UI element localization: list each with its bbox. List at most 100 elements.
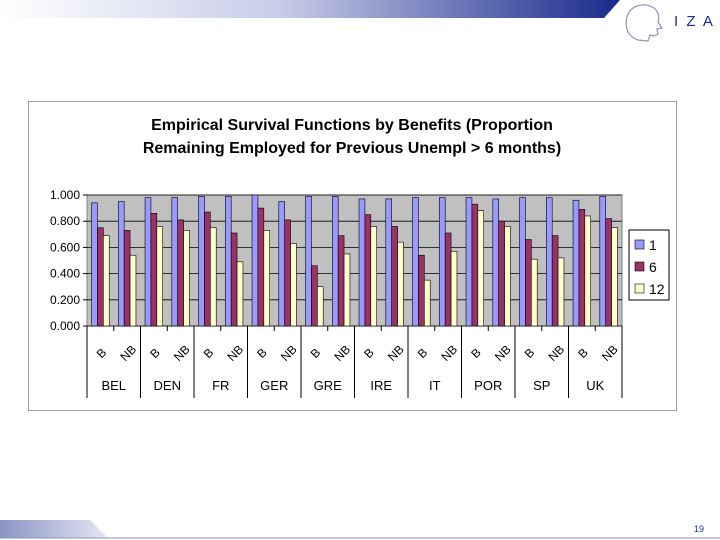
survival-bar-chart: Empirical Survival Functions by Benefits… (50, 117, 670, 398)
bar-bel-b-series-12 (103, 235, 110, 327)
bar-sp-b-series-1 (519, 197, 526, 327)
bar-por-b-series-1 (465, 197, 473, 327)
subcategory-label-ger-nb: NB (278, 342, 300, 364)
page-number: 19 (693, 524, 704, 534)
bar-den-b-series-6 (150, 213, 158, 327)
subcategory-label-gre-b: B (308, 345, 324, 361)
bar-sp-nb-series-12 (557, 257, 565, 327)
bar-it-b-series-6 (418, 254, 425, 327)
legend-swatch-1 (634, 239, 645, 250)
bar-bel-nb-series-6 (123, 230, 131, 327)
bar-den-nb-series-6 (177, 219, 184, 327)
bar-por-b-series-6 (471, 203, 479, 327)
subcategory-label-it-nb: NB (438, 342, 460, 364)
bar-ire-nb-series-12 (397, 241, 404, 327)
bar-sp-nb-series-1 (545, 197, 553, 327)
bar-bel-b-series-1 (91, 202, 98, 327)
legend-label-1: 1 (649, 237, 657, 253)
subcategory-label-fr-nb: NB (224, 342, 246, 364)
bar-gre-b-series-6 (311, 265, 318, 327)
bar-uk-nb-series-6 (605, 218, 612, 327)
subcategory-label-uk-b: B (575, 345, 591, 361)
y-tick-label-0.200: 0.200 (50, 293, 80, 307)
bar-fr-b-series-12 (210, 227, 217, 327)
bar-it-nb-series-12 (450, 251, 458, 327)
bar-bel-nb-series-12 (129, 254, 137, 327)
subcategory-label-den-b: B (147, 345, 163, 361)
bar-ire-nb-series-1 (385, 198, 392, 327)
bar-ger-nb-series-12 (290, 243, 297, 327)
bar-gre-nb-series-6 (337, 235, 345, 327)
legend-label-6: 6 (649, 259, 657, 275)
bar-fr-nb-series-12 (236, 261, 244, 327)
bar-gre-b-series-12 (317, 286, 324, 327)
bar-ire-nb-series-6 (391, 226, 398, 327)
group-label-bel: BEL (101, 378, 126, 393)
subcategory-label-por-nb: NB (492, 342, 514, 364)
group-label-ger: GER (260, 378, 288, 393)
legend-swatch-12 (634, 283, 645, 294)
bar-bel-nb-series-1 (117, 201, 125, 327)
group-label-uk: UK (586, 378, 604, 393)
iza-logo: I Z A (625, 4, 715, 42)
header-band (0, 0, 620, 18)
bar-fr-nb-series-1 (224, 196, 232, 327)
legend-label-12: 12 (649, 281, 665, 297)
bar-den-b-series-1 (144, 197, 152, 327)
group-label-den: DEN (154, 378, 181, 393)
group-label-fr: FR (212, 378, 229, 393)
bar-uk-b-series-1 (572, 199, 580, 327)
group-label-gre: GRE (314, 378, 343, 393)
bar-ger-nb-series-1 (278, 201, 285, 327)
bar-ger-b-series-1 (251, 194, 259, 327)
bar-bel-b-series-6 (97, 227, 104, 327)
bar-por-nb-series-1 (492, 198, 499, 327)
head-profile-icon (625, 4, 663, 42)
group-label-ire: IRE (370, 378, 392, 393)
bar-ger-b-series-12 (263, 230, 271, 327)
chart-title-line-2: Remaining Employed for Previous Unempl >… (143, 140, 561, 157)
bar-sp-b-series-6 (525, 239, 532, 327)
bar-den-nb-series-1 (171, 197, 178, 327)
subcategory-label-sp-nb: NB (545, 342, 567, 364)
subcategory-label-bel-b: B (94, 345, 110, 361)
y-tick-label-0.600: 0.600 (50, 240, 80, 254)
subcategory-label-uk-nb: NB (599, 342, 621, 364)
bar-ire-b-series-12 (370, 226, 378, 327)
bar-por-nb-series-6 (498, 220, 505, 327)
subcategory-label-it-b: B (415, 345, 431, 361)
chart-title-line-1: Empirical Survival Functions by Benefits… (151, 117, 553, 134)
subcategory-label-bel-nb: NB (117, 342, 139, 364)
legend-swatch-6 (634, 261, 645, 272)
bar-gre-b-series-1 (305, 196, 312, 327)
bar-ire-b-series-6 (364, 214, 372, 327)
subcategory-label-ire-b: B (361, 345, 377, 361)
bar-uk-nb-series-1 (599, 196, 606, 327)
subcategory-label-den-nb: NB (171, 342, 193, 364)
bar-uk-b-series-6 (578, 209, 586, 327)
bar-gre-nb-series-1 (331, 196, 339, 327)
bar-fr-b-series-6 (204, 211, 211, 327)
chart-frame: Empirical Survival Functions by Benefits… (28, 101, 677, 411)
group-label-it: IT (429, 378, 441, 393)
bar-it-nb-series-6 (444, 232, 452, 327)
bar-ger-b-series-6 (257, 207, 265, 327)
bar-fr-nb-series-6 (230, 232, 238, 327)
logo-text: I Z A (674, 13, 715, 30)
bar-sp-nb-series-6 (551, 235, 559, 327)
y-tick-label-1.000: 1.000 (50, 188, 80, 202)
bar-den-b-series-12 (156, 226, 164, 327)
bar-fr-b-series-1 (198, 196, 205, 327)
subcategory-label-fr-b: B (201, 345, 217, 361)
group-label-sp: SP (533, 378, 550, 393)
bar-it-nb-series-1 (438, 197, 446, 327)
subcategory-label-ire-nb: NB (385, 342, 407, 364)
plot-area (86, 194, 623, 327)
bar-por-nb-series-12 (504, 226, 511, 327)
subcategory-label-por-b: B (468, 345, 484, 361)
bar-uk-nb-series-12 (611, 227, 618, 327)
bar-sp-b-series-12 (531, 258, 538, 327)
group-label-por: POR (474, 378, 502, 393)
bar-ire-b-series-1 (358, 198, 366, 327)
bar-por-b-series-12 (477, 210, 485, 327)
